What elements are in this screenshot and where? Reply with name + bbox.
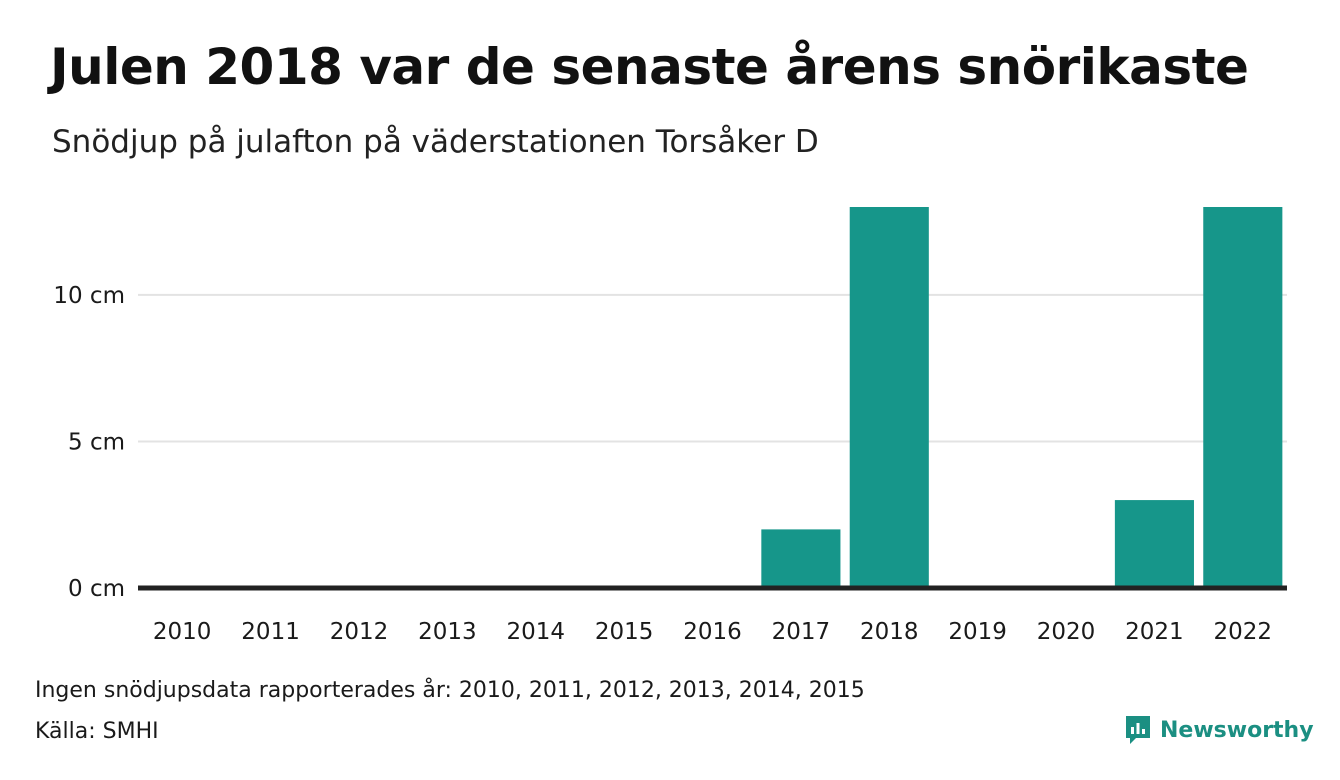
y-tick-label: 10 cm (53, 283, 125, 309)
x-tick-label: 2020 (1037, 619, 1096, 645)
missing-data-note: Ingen snödjupsdata rapporterades år: 201… (35, 678, 865, 703)
x-tick-label: 2012 (330, 619, 389, 645)
bar (761, 529, 841, 588)
x-tick-label: 2010 (153, 619, 212, 645)
brand-logo[interactable]: Newsworthy (1124, 714, 1314, 746)
bar (1114, 500, 1194, 588)
brand-name: Newsworthy (1160, 717, 1314, 743)
chart-title: Julen 2018 var de senaste årens snörikas… (50, 38, 1249, 96)
x-tick-label: 2011 (241, 619, 300, 645)
grid-lines (138, 293, 1287, 443)
bars (761, 207, 1283, 588)
y-tick-label: 0 cm (68, 576, 125, 602)
x-tick-label: 2019 (948, 619, 1007, 645)
x-tick-label: 2022 (1214, 619, 1273, 645)
x-tick-label: 2015 (595, 619, 654, 645)
source-note: Källa: SMHI (35, 719, 159, 744)
bar-chart: 0 cm 5 cm 10 cm 2010 2011 2012 2013 2014 2015 201… (53, 207, 1287, 645)
x-tick-label: 2017 (772, 619, 831, 645)
bar (849, 207, 929, 588)
x-tick-label: 2018 (860, 619, 919, 645)
chart-subtitle: Snödjup på julafton på väderstationen To… (52, 124, 819, 160)
x-tick-label: 2013 (418, 619, 477, 645)
newsworthy-logo-icon (1126, 716, 1150, 744)
bar (1203, 207, 1283, 588)
y-tick-label: 5 cm (68, 429, 125, 455)
axes: 0 cm 5 cm 10 cm 2010 2011 2012 2013 2014 2015 201… (53, 283, 1287, 645)
x-tick-label: 2021 (1125, 619, 1184, 645)
x-tick-label: 2016 (683, 619, 742, 645)
x-tick-label: 2014 (506, 619, 565, 645)
